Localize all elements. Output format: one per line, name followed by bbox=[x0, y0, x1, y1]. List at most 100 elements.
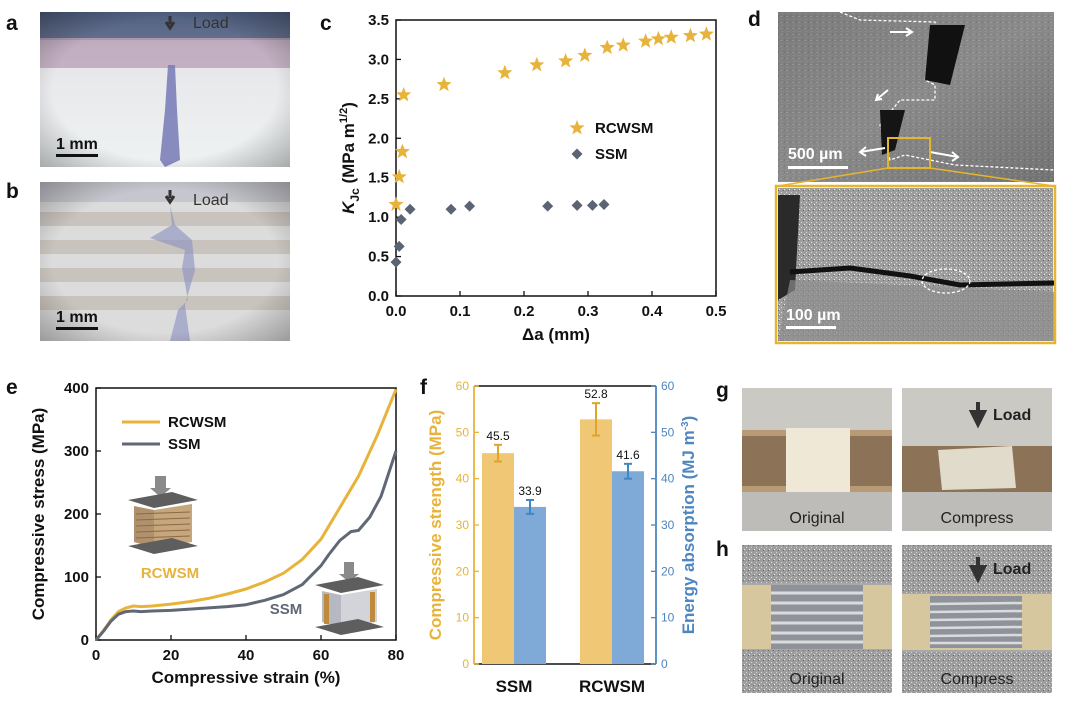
crack-arrow-icon bbox=[858, 146, 886, 157]
x-tick-label: 0.4 bbox=[642, 303, 664, 320]
rcwsm-point bbox=[497, 64, 513, 80]
y-tick-label-right: 60 bbox=[661, 379, 675, 393]
ssm-point bbox=[571, 199, 583, 211]
rcwsm-point bbox=[558, 53, 574, 68]
x-tick-label: 40 bbox=[238, 647, 255, 664]
bar-value-label: 45.5 bbox=[486, 429, 510, 443]
rcwsm-point bbox=[698, 26, 714, 41]
chart-e-compression: 0 20 40 60 80 0 100 200 300 400 Compressive strain… bbox=[29, 380, 404, 687]
category-label-ssm: SSM bbox=[496, 677, 533, 696]
scale-label-d-bottom: 100 µm bbox=[786, 307, 841, 324]
bar-energy-ssm bbox=[514, 506, 546, 664]
y-tick-label-right: 50 bbox=[661, 425, 675, 439]
load-arrow-icon bbox=[164, 190, 176, 205]
series-line-rcwsm bbox=[94, 388, 398, 641]
y-tick-label: 0.0 bbox=[368, 288, 389, 305]
y-tick-label-left: 30 bbox=[456, 518, 470, 532]
caption-h-compress: Compress bbox=[941, 671, 1014, 688]
y-tick-label-left: 40 bbox=[456, 472, 470, 486]
legend-label-rcwsm: RCWSM bbox=[595, 120, 653, 137]
ssm-point bbox=[464, 200, 476, 212]
bar-value-label: 52.8 bbox=[584, 387, 608, 401]
rcwsm-point bbox=[394, 143, 410, 159]
crack-arrow-icon bbox=[929, 151, 960, 162]
ssm-point bbox=[390, 256, 402, 268]
x-tick-label: 0.2 bbox=[514, 303, 535, 320]
x-axis-label: Δa (mm) bbox=[522, 325, 590, 344]
y-axis-label-right: Energy absorption (MJ m-3) bbox=[679, 416, 698, 635]
bar-energy-rcwsm bbox=[612, 471, 644, 664]
y-axis-label: KJc (MPa m1/2) bbox=[338, 102, 362, 214]
inset-label-ssm: SSM bbox=[270, 601, 303, 618]
y-tick-label-right: 20 bbox=[661, 564, 675, 578]
panel-label-a: a bbox=[6, 12, 18, 35]
rcwsm-point bbox=[436, 76, 452, 92]
ssm-point bbox=[586, 199, 598, 211]
y-tick-label: 2.5 bbox=[368, 91, 389, 108]
y-tick-label-left: 0 bbox=[462, 657, 469, 671]
rcwsm-point bbox=[682, 27, 698, 43]
legend-marker-rcwsm bbox=[569, 120, 585, 135]
y-tick-label: 0 bbox=[81, 632, 89, 649]
rcwsm-point bbox=[663, 29, 679, 44]
bar-value-label: 41.6 bbox=[616, 448, 640, 462]
ssm-point bbox=[404, 203, 416, 215]
y-tick-label-left: 10 bbox=[456, 611, 470, 625]
scale-label-d-top: 500 µm bbox=[788, 146, 843, 163]
series-line-ssm bbox=[94, 450, 398, 641]
crack-arrow-icon bbox=[874, 89, 889, 102]
panel-label-b: b bbox=[6, 180, 19, 203]
rcwsm-cube-illustration bbox=[128, 476, 198, 554]
y-tick-label-right: 10 bbox=[661, 611, 675, 625]
x-axis-label: Compressive strain (%) bbox=[152, 668, 341, 687]
ssm-point bbox=[598, 199, 610, 211]
load-label-g: Load bbox=[993, 407, 1031, 424]
bar-value-label: 33.9 bbox=[518, 484, 542, 498]
rcwsm-point bbox=[388, 196, 404, 211]
y-tick-label: 1.5 bbox=[368, 170, 389, 187]
x-tick-label: 0 bbox=[92, 647, 100, 664]
y-tick-label: 3.0 bbox=[368, 51, 389, 68]
load-label-b: Load bbox=[193, 192, 229, 209]
x-tick-label: 60 bbox=[313, 647, 330, 664]
y-tick-label: 100 bbox=[64, 569, 89, 586]
load-arrow-icon bbox=[968, 402, 988, 429]
x-tick-label: 0.5 bbox=[706, 303, 727, 320]
x-tick-label: 0.0 bbox=[386, 303, 407, 320]
photo-panel-g: Original Load Compress bbox=[742, 388, 1052, 531]
scale-bar-d-bottom bbox=[786, 326, 836, 329]
zoom-box bbox=[887, 137, 931, 169]
ssm-point bbox=[542, 200, 554, 212]
bar-strength-rcwsm bbox=[580, 419, 612, 664]
y-tick-label: 0.5 bbox=[368, 249, 389, 266]
ssm-point bbox=[395, 214, 407, 226]
legend-label-ssm: SSM bbox=[168, 436, 201, 453]
photo-panel-a: Load 1 mm bbox=[40, 12, 290, 167]
scale-bar-a bbox=[56, 154, 98, 157]
x-tick-label: 0.3 bbox=[578, 303, 599, 320]
y-tick-label: 200 bbox=[64, 506, 89, 523]
y-tick-label: 1.0 bbox=[368, 209, 389, 226]
chart-c-frame bbox=[395, 19, 717, 297]
scale-bar-d-top bbox=[788, 166, 848, 169]
caption-g-compress: Compress bbox=[941, 510, 1014, 527]
panel-label-e: e bbox=[6, 376, 18, 399]
y-tick-label-left: 60 bbox=[456, 379, 470, 393]
rcwsm-point bbox=[396, 86, 412, 102]
panel-label-g: g bbox=[716, 379, 729, 402]
crack-arrow-icon bbox=[890, 27, 914, 37]
chart-c-fracture-toughness: 0.0 0.1 0.2 0.3 0.4 0.5 0.0 0.5 1.0 1.5 2.0 2.5 3.0 3… bbox=[338, 12, 726, 344]
y-tick-label: 300 bbox=[64, 443, 89, 460]
caption-g-original: Original bbox=[789, 510, 844, 527]
y-tick-label-right: 0 bbox=[661, 657, 668, 671]
y-tick-label: 3.5 bbox=[368, 12, 389, 29]
photo-panel-b: Load 1 mm bbox=[40, 182, 290, 341]
scale-bar-b bbox=[56, 327, 98, 330]
legend-label-ssm: SSM bbox=[595, 146, 628, 163]
panel-label-c: c bbox=[320, 12, 332, 35]
x-tick-label: 80 bbox=[388, 647, 405, 664]
legend-label-rcwsm: RCWSM bbox=[168, 414, 226, 431]
y-tick-label: 400 bbox=[64, 380, 89, 397]
rcwsm-point bbox=[599, 39, 615, 55]
